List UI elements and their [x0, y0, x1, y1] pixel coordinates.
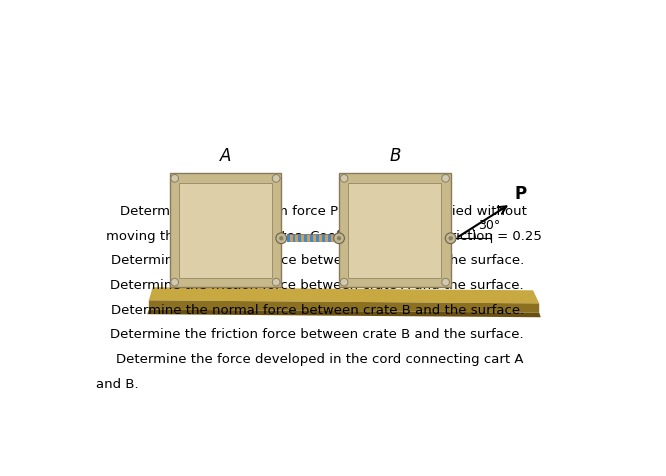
Text: B: B — [389, 147, 400, 165]
Text: Determine the normal force between crate B and the surface.: Determine the normal force between crate… — [111, 303, 524, 316]
Bar — [170, 174, 281, 288]
Bar — [348, 183, 442, 278]
Circle shape — [276, 233, 286, 244]
Polygon shape — [149, 301, 539, 313]
Polygon shape — [147, 310, 541, 317]
Circle shape — [171, 175, 178, 183]
Text: Determine the maximum force P that can be applied without: Determine the maximum force P that can b… — [120, 205, 527, 218]
Circle shape — [442, 279, 450, 287]
Bar — [179, 183, 272, 278]
Text: P: P — [515, 185, 527, 203]
Circle shape — [272, 279, 280, 287]
Text: Determine the normal force between crate A and the surface.: Determine the normal force between crate… — [111, 254, 524, 267]
Text: Determine the friction force between crate B and the surface.: Determine the friction force between cra… — [110, 327, 524, 340]
Text: 30°: 30° — [478, 218, 500, 231]
Circle shape — [272, 175, 280, 183]
Polygon shape — [149, 288, 539, 304]
Circle shape — [340, 279, 348, 287]
Circle shape — [279, 237, 284, 241]
Circle shape — [337, 237, 341, 241]
Text: moving the two  93·kg crates. Coefficient of Static friction = 0.25: moving the two 93·kg crates. Coefficient… — [106, 229, 541, 242]
Circle shape — [171, 279, 178, 287]
Bar — [339, 174, 451, 288]
Circle shape — [340, 175, 348, 183]
Circle shape — [442, 175, 450, 183]
Circle shape — [448, 237, 453, 241]
Circle shape — [446, 233, 456, 244]
Circle shape — [334, 233, 344, 244]
Text: and B.: and B. — [97, 377, 139, 390]
Text: Determine the friction force between crate A and the surface.: Determine the friction force between cra… — [110, 278, 524, 291]
Text: Determine the force developed in the cord connecting cart A: Determine the force developed in the cor… — [117, 352, 524, 365]
Text: A: A — [220, 147, 231, 165]
